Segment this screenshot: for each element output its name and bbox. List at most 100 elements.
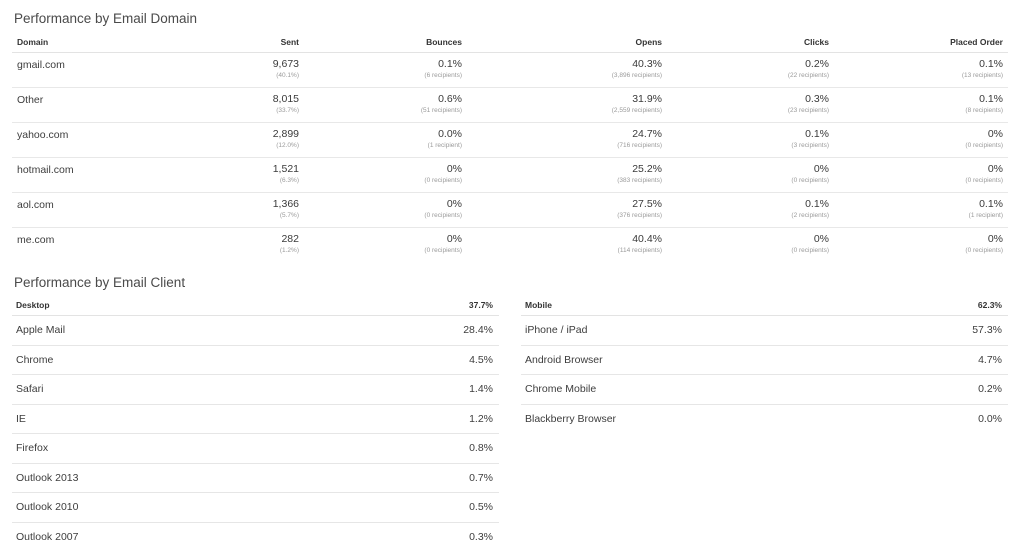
sent-cell: 1,366 (5.7%)	[202, 193, 299, 227]
list-item: Outlook 2010 0.5%	[12, 493, 499, 523]
bounces-cell: 0.1% (6 recipients)	[299, 53, 462, 87]
table-row: aol.com 1,366 (5.7%) 0% (0 recipients) 27.5% (…	[12, 193, 1008, 228]
clicks-value: 0%	[813, 163, 829, 175]
clicks-cell: 0% (0 recipients)	[662, 228, 829, 263]
clicks-detail: (23 recipients)	[787, 107, 829, 114]
clicks-cell: 0.1% (2 recipients)	[662, 193, 829, 227]
client-name: Chrome	[16, 353, 54, 366]
mobile-label: Mobile	[525, 299, 552, 310]
placed-order-value: 0.1%	[979, 58, 1003, 70]
sent-value: 8,015	[272, 93, 299, 105]
placed-order-value: 0%	[987, 233, 1003, 245]
list-item: iPhone / iPad 57.3%	[521, 316, 1008, 346]
header-opens[interactable]: Opens	[635, 36, 662, 47]
client-name: Outlook 2007	[16, 531, 79, 544]
clicks-cell: 0.2% (22 recipients)	[662, 53, 829, 87]
placed-order-detail: (0 recipients)	[965, 142, 1003, 149]
header-clicks[interactable]: Clicks	[803, 36, 829, 47]
domain-name: Other	[17, 94, 44, 106]
opens-detail: (114 recipients)	[617, 247, 662, 254]
placed-order-detail: (8 recipients)	[965, 107, 1003, 114]
placed-order-detail: (0 recipients)	[965, 177, 1003, 184]
mobile-total: 62.3%	[977, 299, 1002, 310]
bounces-detail: (0 recipients)	[424, 212, 462, 219]
clicks-cell: 0% (0 recipients)	[662, 158, 829, 192]
list-item: Outlook 2013 0.7%	[12, 464, 499, 493]
client-percentage: 0.7%	[469, 471, 493, 484]
client-name: Firefox	[16, 442, 49, 455]
bounces-cell: 0.6% (51 recipients)	[299, 88, 462, 122]
table-row: yahoo.com 2,899 (12.0%) 0.0% (1 recipient) 24…	[12, 123, 1008, 158]
client-percentage: 1.2%	[469, 412, 493, 425]
bounces-value: 0.0%	[438, 128, 462, 140]
client-percentage: 0.0%	[978, 413, 1002, 426]
client-percentage: 4.7%	[978, 353, 1002, 366]
sent-detail: (40.1%)	[276, 72, 299, 79]
sent-detail: (12.0%)	[276, 142, 299, 149]
opens-detail: (2,559 recipients)	[611, 107, 662, 114]
placed-order-detail: (13 recipients)	[961, 72, 1003, 79]
sent-cell: 2,899 (12.0%)	[202, 123, 299, 157]
bounces-cell: 0% (0 recipients)	[299, 228, 462, 263]
client-percentage: 0.8%	[469, 442, 493, 455]
clicks-detail: (2 recipients)	[791, 212, 829, 219]
client-percentage: 28.4%	[463, 324, 493, 337]
bounces-value: 0.1%	[438, 58, 462, 70]
opens-value: 31.9%	[632, 93, 662, 105]
opens-detail: (376 recipients)	[617, 212, 662, 219]
opens-cell: 40.3% (3,896 recipients)	[462, 53, 662, 87]
placed-order-value: 0.1%	[979, 93, 1003, 105]
client-name: Safari	[16, 383, 44, 396]
bounces-value: 0.6%	[438, 93, 462, 105]
client-name: Android Browser	[525, 353, 603, 366]
list-item: Firefox 0.8%	[12, 434, 499, 464]
bounces-cell: 0% (0 recipients)	[299, 193, 462, 227]
opens-detail: (3,896 recipients)	[611, 72, 662, 79]
header-domain[interactable]: Domain	[17, 36, 49, 47]
clicks-value: 0%	[813, 233, 829, 245]
bounces-detail: (51 recipients)	[420, 107, 462, 114]
bounces-detail: (6 recipients)	[424, 72, 462, 79]
clicks-cell: 0.1% (3 recipients)	[662, 123, 829, 157]
placed-order-cell: 0% (0 recipients)	[829, 228, 1003, 263]
client-name: Chrome Mobile	[525, 383, 597, 396]
opens-value: 40.3%	[632, 58, 662, 70]
sent-value: 9,673	[272, 58, 299, 70]
sent-value: 1,366	[272, 198, 299, 210]
opens-value: 24.7%	[632, 128, 662, 140]
desktop-total: 37.7%	[468, 299, 493, 310]
placed-order-cell: 0.1% (8 recipients)	[829, 88, 1003, 122]
domain-name: hotmail.com	[17, 164, 74, 176]
header-sent[interactable]: Sent	[280, 36, 299, 47]
sent-detail: (5.7%)	[279, 212, 299, 219]
sent-cell: 282 (1.2%)	[202, 228, 299, 263]
clicks-value: 0.2%	[805, 58, 829, 70]
opens-cell: 31.9% (2,559 recipients)	[462, 88, 662, 122]
sent-cell: 1,521 (6.3%)	[202, 158, 299, 192]
opens-value: 25.2%	[632, 163, 662, 175]
domain-name: me.com	[17, 234, 55, 246]
opens-cell: 27.5% (376 recipients)	[462, 193, 662, 227]
list-item: Blackberry Browser 0.0%	[521, 405, 1008, 435]
placed-order-cell: 0% (0 recipients)	[829, 123, 1003, 157]
header-placed-order[interactable]: Placed Order	[950, 36, 1003, 47]
mobile-header: Mobile 62.3%	[521, 294, 1008, 316]
list-item: Safari 1.4%	[12, 375, 499, 405]
clicks-value: 0.1%	[805, 198, 829, 210]
bounces-cell: 0% (0 recipients)	[299, 158, 462, 192]
table-row: Other 8,015 (33.7%) 0.6% (51 recipients) 31.9…	[12, 88, 1008, 123]
placed-order-detail: (0 recipients)	[965, 247, 1003, 254]
bounces-value: 0%	[446, 233, 462, 245]
bounces-detail: (1 recipient)	[427, 142, 462, 149]
list-item: IE 1.2%	[12, 405, 499, 434]
mobile-client-table: Mobile 62.3% iPhone / iPad 57.3% Android B…	[521, 294, 1008, 434]
opens-value: 40.4%	[632, 233, 662, 245]
header-bounces[interactable]: Bounces	[426, 36, 462, 47]
sent-detail: (1.2%)	[279, 247, 299, 254]
clicks-detail: (22 recipients)	[787, 72, 829, 79]
domain-name: yahoo.com	[17, 129, 69, 141]
list-item: Outlook 2007 0.3%	[12, 523, 499, 553]
sent-value: 2,899	[272, 128, 299, 140]
client-name: iPhone / iPad	[525, 324, 588, 337]
bounces-detail: (0 recipients)	[424, 177, 462, 184]
